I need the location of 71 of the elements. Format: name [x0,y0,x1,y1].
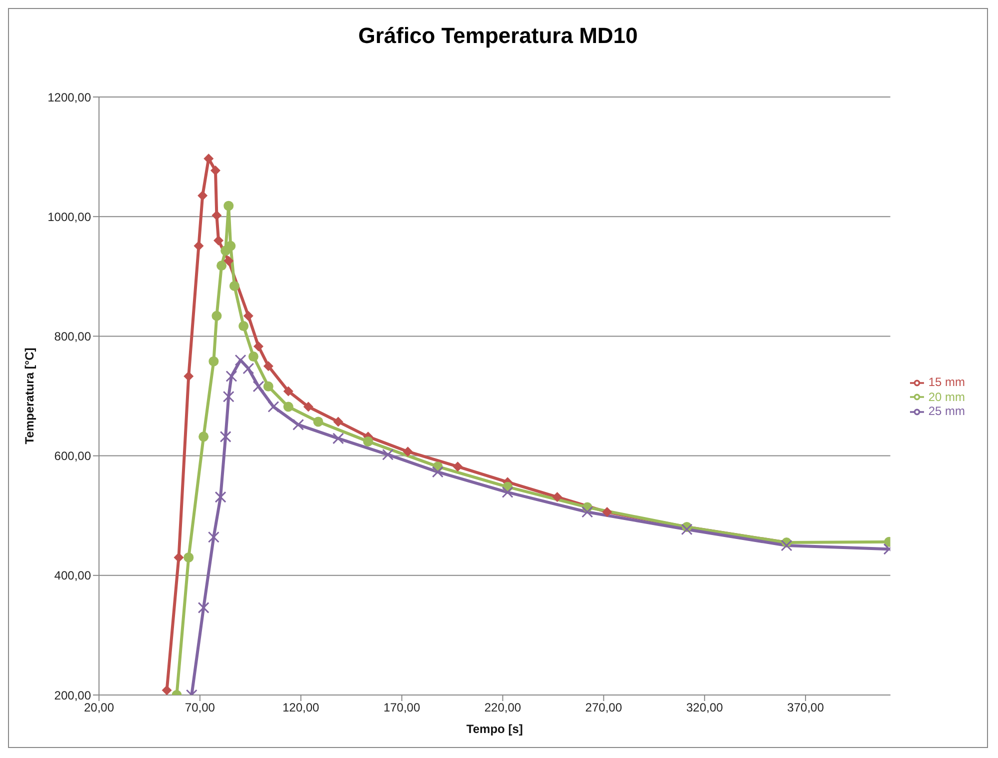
point [184,371,194,382]
point [210,166,220,176]
point [198,602,210,614]
point [432,466,444,478]
point [252,380,264,392]
y-tick-label: 200,00 [54,688,92,702]
point [174,552,184,562]
x-tick-label: 270,00 [585,700,622,715]
point [333,416,344,427]
x-tick-label: 120,00 [282,700,320,715]
point [220,430,232,442]
legend-label: 25 mm [928,404,965,418]
point [253,341,264,352]
y-tick-label: 800,00 [54,329,92,344]
legend-label: 15 mm [928,374,965,389]
point [248,352,258,362]
point [268,401,280,413]
point [184,552,194,562]
x-tick-label: 320,00 [686,700,724,715]
point [212,310,222,321]
point [208,356,219,366]
x-axis-title: Tempo [s] [466,722,523,736]
point [214,491,226,503]
x-tick-label: 220,00 [484,700,522,715]
point [681,524,693,536]
point [263,381,274,392]
y-tick-label: 1000,00 [48,210,92,224]
x-tick-label: 20,00 [84,700,114,715]
x-tick-label: 370,00 [787,700,824,715]
y-tick-label: 1200,00 [48,90,92,104]
chart-title: Gráfico Temperatura MD10 [357,22,639,49]
point [552,492,562,502]
point [452,462,463,472]
point [222,390,234,402]
point [363,436,374,446]
point [243,310,254,321]
y-tick-label: 600,00 [54,449,92,464]
point [303,402,314,412]
point [238,321,249,332]
x-tick-label: 70,00 [184,700,216,715]
point [234,354,246,366]
point [212,210,222,220]
legend-label: 20 mm [928,390,965,404]
point [198,190,208,201]
point [780,540,792,552]
point [502,486,514,498]
point [194,240,204,251]
point [283,402,294,412]
point [292,418,304,430]
y-tick-label: 400,00 [54,568,92,583]
point [242,362,254,374]
point [382,448,394,460]
point [214,236,224,246]
point [224,256,234,266]
point [283,386,294,396]
point [224,200,234,211]
point [332,432,344,444]
point [402,446,413,457]
point [582,506,594,518]
point [226,240,236,251]
point [226,370,238,382]
point [198,432,209,442]
x-tick-label: 170,00 [383,700,420,715]
point [162,685,172,695]
point [602,507,612,518]
y-axis-title: Temperatura [°C] [22,348,36,444]
point [313,416,324,427]
point [216,260,227,271]
point [208,531,220,543]
point [229,280,240,291]
point [263,361,274,372]
